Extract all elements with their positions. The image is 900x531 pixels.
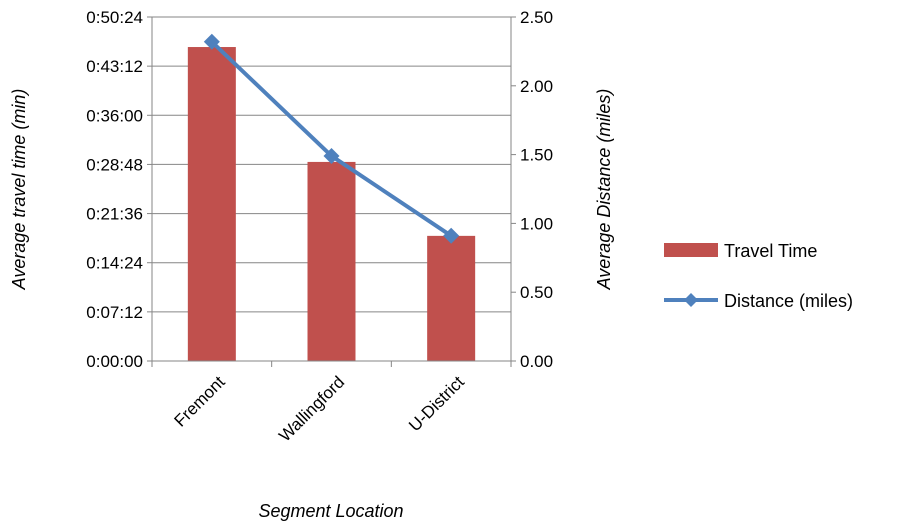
left-tick-label: 0:36:00 [86, 106, 143, 125]
left-tick-label: 0:21:36 [86, 205, 143, 224]
axes [151, 17, 512, 362]
distance-point-fremont [203, 33, 220, 50]
bar-fremont [187, 47, 236, 362]
right-tick-label: 0.50 [520, 283, 553, 302]
right-axis-title: Average Distance (miles) [594, 89, 614, 291]
left-tick-label: 0:43:12 [86, 57, 143, 76]
right-tick-label: 1.00 [520, 214, 553, 233]
category-label-u-district: U-District [405, 372, 468, 435]
x-ticks [151, 361, 512, 367]
category-labels: Fremont Wallingford U-District [170, 372, 468, 445]
left-tick-label: 0:14:24 [86, 254, 143, 273]
left-tick-label: 0:00:00 [86, 352, 143, 371]
legend-swatch-travel-time [664, 243, 718, 257]
distance-point-wallingford [323, 147, 340, 164]
left-tick-label: 0:50:24 [86, 8, 143, 27]
legend-label-travel-time: Travel Time [724, 241, 817, 261]
bar-wallingford [307, 161, 356, 361]
left-tick-label: 0:28:48 [86, 155, 143, 174]
right-tick-label: 2.00 [520, 77, 553, 96]
left-tick-labels: 0:00:00 0:07:12 0:14:24 0:21:36 0:28:48 0:36:… [86, 8, 143, 371]
right-tick-label: 0.00 [520, 352, 553, 371]
left-axis-title: Average travel time (min) [9, 89, 29, 291]
legend: Travel Time Distance (miles) [664, 241, 853, 311]
x-axis-title: Segment Location [258, 501, 403, 521]
distance-point-u-district [443, 227, 460, 244]
right-tick-labels: 0.00 0.50 1.00 1.50 2.00 2.50 [520, 8, 553, 371]
right-tick-label: 2.50 [520, 8, 553, 27]
legend-label-distance: Distance (miles) [724, 291, 853, 311]
legend-marker-distance [684, 293, 698, 307]
category-label-fremont: Fremont [170, 372, 228, 430]
right-tick-label: 1.50 [520, 146, 553, 165]
left-tick-label: 0:07:12 [86, 303, 143, 322]
bar-series [187, 47, 476, 362]
bar-u-district [427, 235, 476, 361]
line-series [203, 33, 460, 244]
category-label-wallingford: Wallingford [275, 372, 348, 445]
